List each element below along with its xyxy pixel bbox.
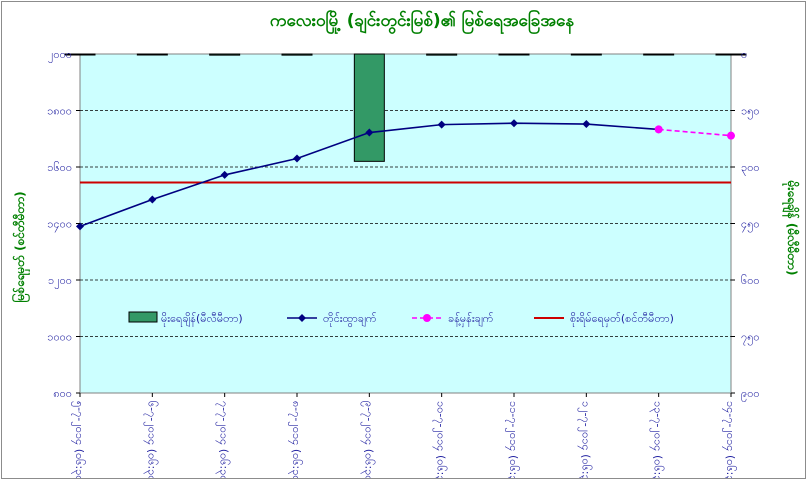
left-tick-label: ၈၀၀ <box>53 387 72 400</box>
legend-label: စိုးရိမ်ရေမှတ်(စင်တီမီတာ) <box>570 312 674 327</box>
measured-point <box>220 170 229 179</box>
right-tick-label: ၉၀၀ <box>741 387 760 402</box>
x-tick-label: ၉-၇-၂၀၁၄ (၀၆:၃၀) <box>360 401 375 478</box>
rainfall-bar <box>136 53 168 56</box>
measured-point <box>365 128 374 137</box>
rainfall-bar <box>209 53 241 56</box>
legend-swatch <box>128 311 158 323</box>
legend-marker <box>298 314 306 322</box>
left-tick-label: ၁၈၀၀ <box>47 105 72 118</box>
right-tick-label: ၀ <box>741 48 747 61</box>
forecast-point <box>654 125 663 134</box>
right-tick-label: ၇၅၀ <box>741 331 760 346</box>
right-tick-label: ၄၅၀ <box>741 218 760 233</box>
x-tick-label: ၇-၇-၂၀၁၄ (၀၆:၃၀) <box>216 401 231 478</box>
left-tick-label: ၁၄၀၀ <box>47 218 72 233</box>
rainfall-bar <box>426 53 458 56</box>
legend-marker <box>423 314 431 322</box>
right-axis-label: မိုးရေချိန် (မီလီမီတာ) <box>781 180 801 276</box>
right-tick-label: ၁၅၀ <box>741 105 760 120</box>
right-tick-label: ၃၀၀ <box>741 161 760 176</box>
legend-measured: တိုင်းထွာချက် <box>287 312 377 327</box>
x-tick-label: ၁၀-၇-၂၀၁၄ (၀၆:၃၀) <box>433 401 448 478</box>
legend-forecast: ခန့်မှန်းချက် <box>412 312 494 327</box>
rainfall-bar <box>353 53 385 162</box>
x-tick-label: ၁၁-၇-၂၀၁၄ (၀၆:၃၀) <box>505 401 520 478</box>
x-tick-label: ၅-၇-၂၀၁၄ (၀၆:၃၀) <box>71 401 86 478</box>
legend-label: ခန့်မှန်းချက် <box>448 312 494 327</box>
measured-point <box>76 222 84 231</box>
rainfall-bar <box>643 53 675 56</box>
right-tick-label: ၆၀၀ <box>741 274 760 287</box>
forecast-line <box>658 128 732 137</box>
rainfall-bar <box>281 53 313 56</box>
x-tick-label: ၆-၇-၂၀၁၄ (၀၆:၃၀) <box>143 401 158 478</box>
x-tick-label: ၁၄-၇-၂၀၁၄ (၀၆:၃၀) <box>722 401 737 478</box>
left-tick-label: ၁၂၀၀ <box>48 274 72 289</box>
measured-point <box>437 120 446 129</box>
measured-point <box>582 120 591 129</box>
forecast-point <box>727 131 735 140</box>
left-tick-label: ၂၀၀၀ <box>48 48 72 63</box>
measured-point <box>510 119 518 128</box>
measured-point <box>148 195 157 204</box>
x-tick-label: ၁၃-၇-၂၀၁၄ (၀၆:၃၀) <box>650 401 665 478</box>
x-tick-label: ၈-၇-၂၀၁၄ (၀၆:၃၀) <box>288 401 303 478</box>
legend-label: မိုးရေချိန်(မီလီမီတာ) <box>161 312 243 327</box>
measured-point <box>293 154 301 163</box>
rainfall-bar <box>570 53 602 56</box>
legend-label: တိုင်းထွာချက် <box>323 312 377 327</box>
left-axis-label: မြစ်ရေမှတ် (စင်တီမီတာ) <box>10 191 31 302</box>
left-tick-label: ၁၆၀၀ <box>47 161 72 174</box>
rainfall-bar <box>498 53 530 56</box>
chart-title: ကလေးဝမြို့ (ချင်းတွင်းမြစ်)၏ မြစ်ရေအခြေအ… <box>270 8 574 35</box>
left-tick-label: ၁၀၀၀ <box>47 331 72 344</box>
x-tick-label: ၁၂-၇-၂၀၁၄ (၀၆:၃၀) <box>577 401 592 478</box>
legend-warning: စိုးရိမ်ရေမှတ်(စင်တီမီတာ) <box>534 312 674 327</box>
legend-rainfall: မိုးရေချိန်(မီလီမီတာ) <box>128 311 243 327</box>
